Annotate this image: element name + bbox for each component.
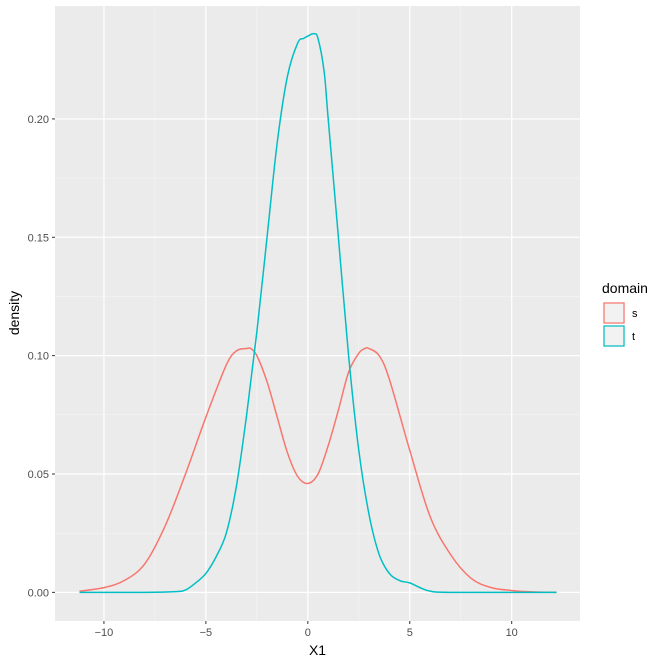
y-tick-label: 0.15 — [28, 232, 49, 244]
legend-label-t: t — [632, 331, 635, 343]
legend-key-s — [603, 302, 625, 324]
density-line-s — [79, 347, 557, 594]
x-axis-title: X1 — [309, 642, 326, 658]
y-axis-title: density — [6, 291, 22, 335]
legend: domain s t — [602, 280, 648, 347]
legend-item-s: s — [603, 302, 638, 324]
x-tick-label: −10 — [95, 627, 114, 639]
legend-item-t: t — [603, 325, 635, 347]
y-tick-label: 0.10 — [28, 351, 49, 363]
x-tick-label: 10 — [506, 627, 518, 639]
plot-panel — [55, 6, 580, 621]
series-layer — [79, 32, 557, 594]
legend-label-s: s — [632, 308, 638, 320]
x-tick-label: 5 — [407, 627, 413, 639]
legend-title: domain — [602, 280, 648, 296]
density-line-t — [79, 32, 557, 594]
y-tick-label: 0.05 — [28, 469, 49, 481]
minor-gridlines — [55, 6, 580, 621]
x-tick-label: −5 — [200, 627, 213, 639]
y-tick-label: 0.00 — [28, 587, 49, 599]
x-tick-label: 0 — [305, 627, 311, 639]
y-axis: 0.00 0.05 0.10 0.15 0.20 — [28, 114, 55, 599]
legend-key-t — [603, 325, 625, 347]
x-axis: −10 −5 0 5 10 — [95, 621, 518, 639]
y-tick-label: 0.20 — [28, 114, 49, 126]
